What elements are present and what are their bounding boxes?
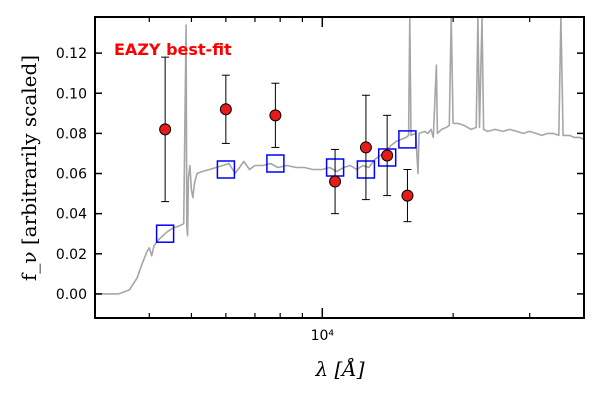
observed-point bbox=[329, 175, 342, 188]
model-photometry-square bbox=[398, 130, 417, 149]
observed-point bbox=[269, 109, 282, 122]
model-photometry-square bbox=[155, 224, 175, 243]
template-spectrum-line bbox=[95, 16, 585, 295]
model-photometry-square bbox=[216, 160, 236, 179]
y-tick-label: 0.04 bbox=[56, 207, 87, 223]
observed-point bbox=[159, 123, 172, 136]
x-axis-label: λ [Å] bbox=[314, 356, 364, 381]
y-tick-label: 0.08 bbox=[56, 126, 87, 142]
observed-point bbox=[381, 149, 394, 162]
plot-frame bbox=[94, 16, 585, 319]
y-tick-label: 0.06 bbox=[56, 167, 87, 183]
annotation-label: EAZY best-fit bbox=[114, 40, 232, 59]
y-tick-label: 0.02 bbox=[56, 247, 87, 263]
observed-point bbox=[219, 103, 232, 116]
observed-point bbox=[359, 141, 372, 154]
y-tick-label: 0.10 bbox=[56, 86, 87, 102]
y-axis-label: f_ν [arbitrarily scaled] bbox=[17, 55, 41, 281]
observed-point bbox=[401, 189, 414, 202]
model-photometry-square bbox=[266, 154, 285, 173]
y-tick-label: 0.00 bbox=[56, 287, 87, 303]
x-tick-label: 10⁴ bbox=[311, 328, 335, 344]
y-tick-label: 0.12 bbox=[56, 46, 87, 62]
